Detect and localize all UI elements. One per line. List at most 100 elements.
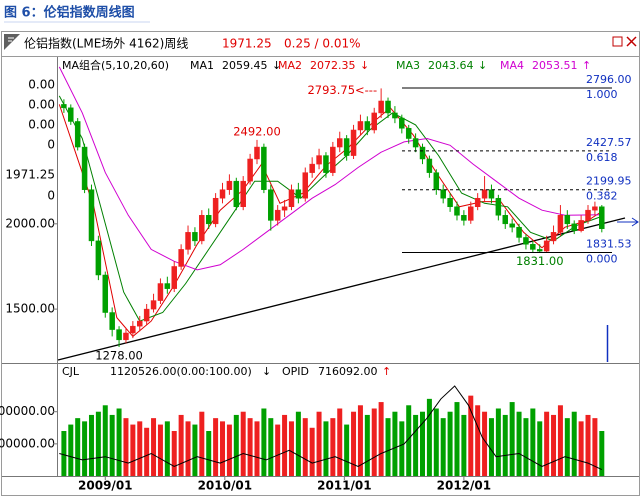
fib-price: 2199.95 [586, 175, 632, 188]
ma-legend-trend: ↓ [272, 59, 281, 72]
candle-body [481, 189, 488, 199]
volume-bar [192, 424, 198, 476]
candle-body [233, 180, 240, 208]
fib-ratio: 0.382 [586, 190, 618, 203]
volume-bar [392, 411, 398, 476]
maximize-button[interactable] [612, 36, 623, 47]
candle-body [205, 215, 212, 225]
candle-body [116, 329, 122, 341]
candle-body [219, 189, 226, 199]
volume-bar [482, 411, 488, 476]
volume-bar [413, 414, 419, 476]
x-tick-label: 2010/01 [198, 479, 252, 493]
volume-bar [516, 411, 522, 476]
volume-bar [233, 414, 239, 476]
volume-bar [420, 411, 426, 476]
volume-bar [537, 421, 543, 476]
ma-legend-value: 2059.45 [222, 59, 268, 72]
volume-bar [316, 411, 322, 476]
candle-body [488, 189, 495, 199]
last-price: 1971.25 [222, 37, 272, 51]
volume-bar [585, 414, 591, 476]
ma-line [58, 66, 602, 271]
volume-bar [151, 418, 157, 476]
volume-bar [240, 411, 246, 476]
oi-reading: 716092.00 [318, 365, 378, 378]
candle-body [543, 240, 550, 252]
volume-bar [220, 421, 226, 476]
volume-bar [378, 402, 384, 476]
figure-caption: 图 6：伦铝指数周线图 [4, 5, 135, 21]
fib-price: 2796.00 [586, 73, 632, 86]
candle-body [316, 155, 322, 165]
volume-bar [337, 408, 343, 476]
candle-body [550, 232, 557, 242]
volume-bar [178, 414, 184, 476]
candle-body [261, 146, 267, 190]
candle-body [274, 209, 281, 221]
candle-body [378, 100, 384, 114]
volume-bar [75, 418, 81, 476]
volume-bar [502, 414, 508, 476]
volume-panel [59, 385, 605, 476]
candle-body [295, 189, 302, 199]
volume-bar [261, 408, 267, 476]
volume-bar [330, 418, 336, 476]
volume-name: CJL [62, 365, 80, 378]
volume-bar [164, 421, 170, 476]
volume-bar [351, 411, 357, 476]
fib-price: 2427.57 [586, 136, 632, 149]
volume-bar [599, 431, 605, 476]
volume-bar [275, 424, 281, 476]
volume-bar [344, 424, 350, 476]
candle-body [592, 206, 598, 211]
volume-bar [213, 418, 219, 476]
volume-bar [475, 405, 481, 476]
volume-bar [371, 408, 377, 476]
candle-body [199, 215, 205, 242]
candle-body [454, 206, 460, 216]
candle-body [61, 104, 67, 109]
candle-body [385, 100, 391, 114]
candle-body [364, 121, 371, 131]
candle-body [399, 117, 405, 129]
candle-body [102, 274, 109, 313]
candle-body [357, 121, 364, 131]
ma-legend-value: 2053.51 [532, 59, 578, 72]
volume-bar [68, 424, 74, 476]
volume-bar [468, 395, 474, 476]
volume-bar [130, 424, 136, 476]
candle-body [585, 209, 591, 221]
volume-bar [199, 411, 205, 476]
volume-bar [226, 424, 232, 476]
volume-bar [509, 402, 515, 476]
price-annotation: 2492.00 [233, 124, 281, 138]
candle-body [309, 163, 315, 173]
volume-reading: 1120526.00(0.00:100.00) [110, 365, 252, 378]
volume-bar [447, 411, 453, 476]
ma-group-label: MA组合(5,10,20,60) [62, 58, 169, 72]
candle-body [150, 300, 157, 310]
side-label: 0.00 [28, 118, 55, 132]
candle-body [419, 146, 426, 160]
candle-body [88, 189, 95, 242]
candle-body [247, 158, 253, 182]
candle-body [137, 320, 143, 327]
side-label: 0.00 [28, 98, 55, 112]
candle-body [68, 107, 74, 122]
volume-bar [282, 414, 288, 476]
volume-bar [102, 405, 108, 476]
volume-bar [309, 427, 315, 476]
candle-body [164, 283, 171, 289]
volume-bar [185, 421, 191, 476]
volume-bar [557, 405, 563, 476]
oi-name: OPID [282, 365, 309, 378]
candle-body [74, 121, 81, 148]
price-annotation: 2793.75<--- [307, 83, 377, 97]
close-button[interactable] [626, 36, 637, 47]
ma-legend-name: MA4 [500, 59, 524, 72]
candle-body [226, 180, 233, 190]
candle-body [578, 220, 584, 231]
candle-body [302, 172, 309, 199]
volume-bar [530, 408, 536, 476]
